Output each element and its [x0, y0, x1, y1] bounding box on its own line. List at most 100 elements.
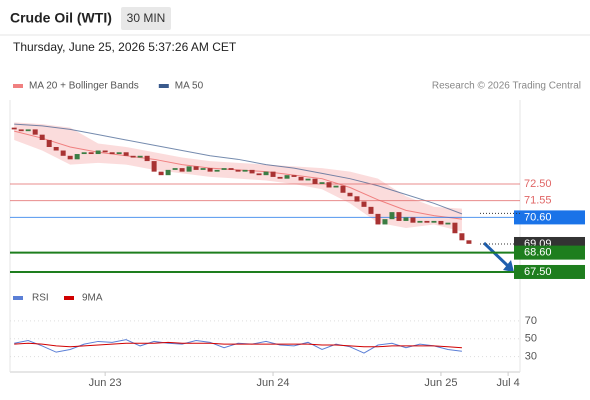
legend-swatch — [13, 84, 23, 88]
candle — [214, 169, 220, 172]
legend-label: 9MA — [82, 293, 103, 304]
y-tick-label: 70 — [525, 315, 537, 327]
candle — [88, 152, 94, 155]
x-tick-label: Jul 4 — [496, 377, 519, 389]
level-label: 71.55 — [524, 195, 552, 207]
candle — [319, 182, 325, 184]
candle — [305, 178, 311, 181]
timeframe[interactable]: 30 MIN — [127, 11, 166, 25]
candle — [368, 206, 374, 214]
level-box — [514, 245, 585, 260]
candle — [235, 169, 241, 172]
candle — [172, 168, 178, 170]
candle — [116, 152, 122, 155]
candle — [144, 155, 150, 162]
legend-swatch — [13, 296, 23, 300]
candle — [193, 166, 199, 170]
candle — [18, 129, 24, 132]
candle — [32, 129, 38, 135]
rsi-line — [14, 339, 462, 354]
candle — [277, 176, 283, 179]
candle — [452, 222, 458, 234]
candle — [165, 169, 171, 176]
candle — [74, 154, 80, 160]
candle — [39, 134, 45, 140]
candle — [354, 196, 360, 202]
credit: Research © 2026 Trading Central — [432, 81, 581, 92]
y-tick-label: 50 — [525, 333, 537, 345]
candle — [361, 201, 367, 207]
candle — [445, 222, 451, 225]
candle — [151, 161, 157, 172]
candle — [333, 185, 339, 188]
candle — [221, 168, 227, 170]
candle — [242, 169, 248, 172]
candle — [179, 168, 185, 172]
legend-label: RSI — [32, 293, 49, 304]
level-label: 67.50 — [524, 266, 552, 278]
x-tick-label: Jun 24 — [257, 377, 290, 389]
candle — [67, 155, 73, 160]
candle — [298, 176, 304, 181]
candle — [340, 185, 346, 193]
candle — [438, 220, 444, 225]
candle — [130, 155, 136, 158]
ma50-line — [14, 123, 463, 215]
candle — [375, 213, 381, 225]
candle — [228, 168, 234, 170]
chart-title: Crude Oil (WTI) — [10, 10, 112, 26]
level-box — [514, 210, 585, 225]
legend-label: MA 20 + Bollinger Bands — [29, 81, 139, 92]
timestamp: Thursday, June 25, 2026 5:37:26 AM CET — [13, 40, 237, 54]
candle — [410, 217, 416, 223]
candle — [137, 155, 143, 158]
bollinger-band — [14, 122, 462, 232]
candle — [186, 166, 192, 172]
legend-swatch — [64, 296, 74, 300]
candle — [403, 217, 409, 221]
candle — [81, 152, 87, 155]
candle — [256, 173, 262, 176]
rsi-ma-line — [14, 341, 462, 349]
candle — [102, 150, 108, 153]
candle — [95, 150, 101, 155]
level-label: 70.60 — [524, 211, 552, 223]
candle — [284, 175, 290, 179]
candle — [417, 220, 423, 223]
forecast-arrowhead — [503, 260, 514, 272]
level-label: 72.50 — [524, 178, 552, 190]
candle — [60, 150, 66, 156]
candle — [109, 152, 115, 155]
legend-swatch — [158, 84, 169, 88]
candle — [291, 175, 297, 177]
candle — [459, 233, 465, 241]
candle — [382, 219, 388, 225]
ma20-line — [14, 130, 462, 220]
x-tick-label: Jun 23 — [89, 377, 122, 389]
candle — [11, 127, 17, 130]
candle — [46, 139, 52, 147]
candle — [25, 129, 31, 132]
candle — [123, 152, 129, 156]
candle — [270, 171, 276, 177]
candle — [53, 146, 59, 151]
candle — [431, 220, 437, 223]
candle — [312, 178, 318, 184]
candle — [424, 220, 430, 223]
candle — [263, 171, 269, 176]
candle — [158, 171, 164, 176]
candle — [326, 182, 332, 188]
forecast-arrow — [482, 241, 510, 268]
level-box — [514, 264, 585, 279]
candle — [466, 240, 472, 244]
candle — [249, 169, 255, 174]
candle — [389, 212, 395, 220]
candle — [347, 192, 353, 197]
y-tick-label: 30 — [525, 351, 537, 363]
candle — [396, 212, 402, 221]
timeframe-box[interactable] — [121, 7, 171, 30]
legend-label: MA 50 — [175, 81, 204, 92]
x-tick-label: Jun 25 — [424, 377, 457, 389]
